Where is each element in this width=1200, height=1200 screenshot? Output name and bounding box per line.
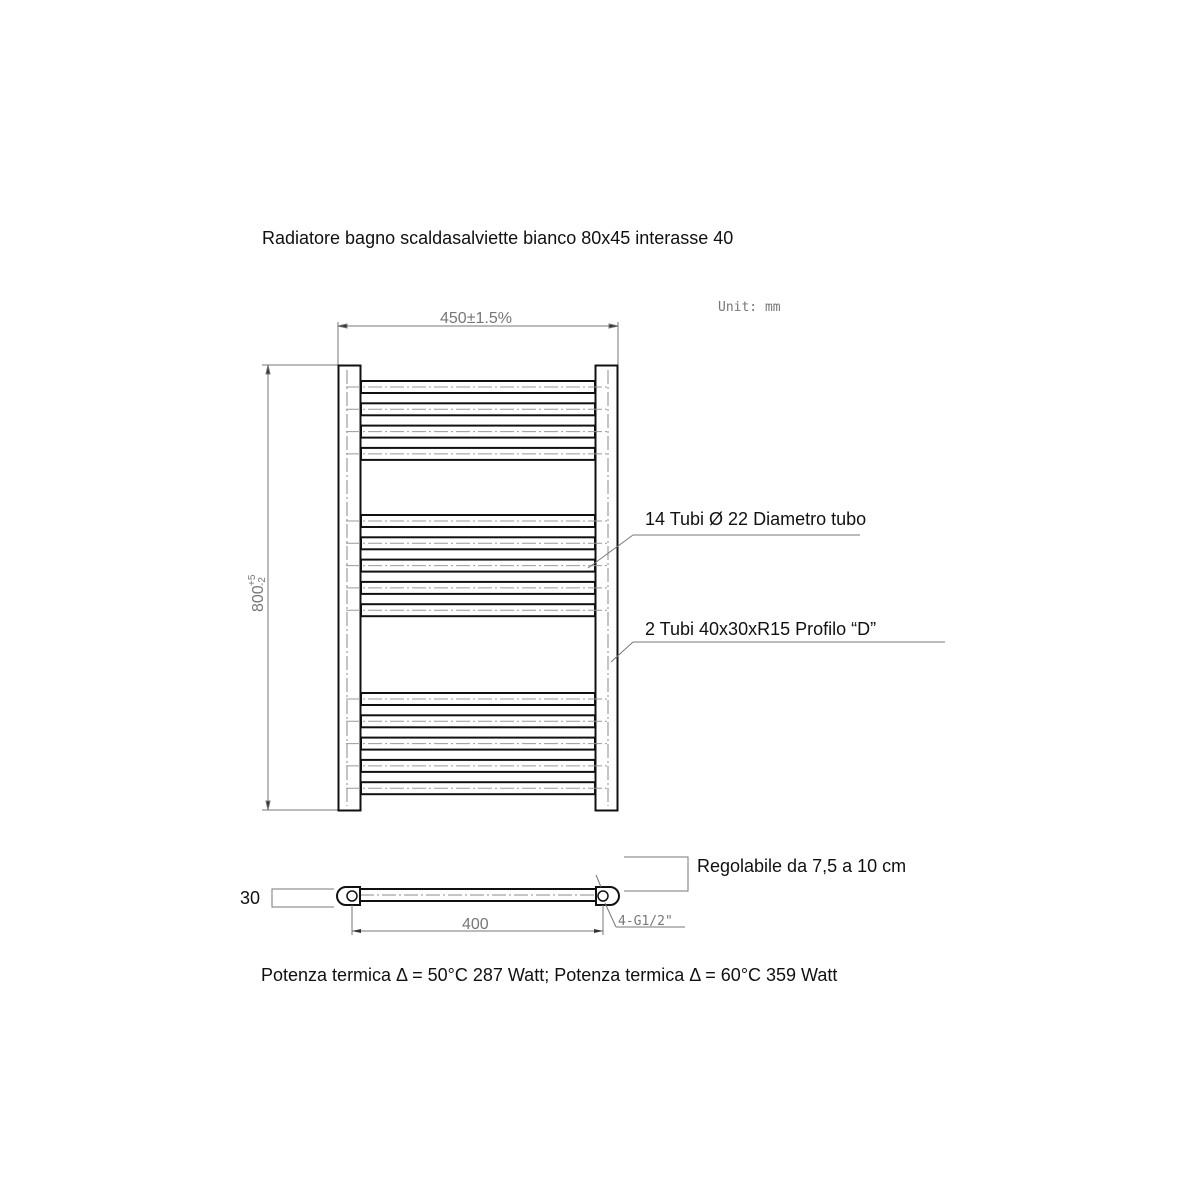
width-dimension bbox=[337, 322, 619, 365]
thermal-power: Potenza termica Δ = 50°C 287 Watt; Poten… bbox=[261, 965, 837, 985]
callout-lines bbox=[587, 534, 945, 663]
connection-label: 4-G1/2" bbox=[618, 914, 673, 929]
top-view bbox=[271, 856, 689, 935]
height-label: 800 bbox=[250, 585, 267, 612]
tubes-callout: 14 Tubi Ø 22 Diametro tubo bbox=[645, 509, 866, 529]
height-dimension bbox=[262, 364, 338, 811]
height-tol-plus: +5 bbox=[247, 574, 258, 586]
tubes bbox=[346, 380, 610, 796]
height-label-group: 800 +5 -2 bbox=[247, 574, 268, 612]
drawing-title: Radiatore bagno scaldasalviette bianco 8… bbox=[262, 228, 733, 248]
adjustable-callout: Regolabile da 7,5 a 10 cm bbox=[697, 856, 906, 876]
height-tol-minus: -2 bbox=[257, 577, 268, 586]
profile-callout: 2 Tubi 40x30xR15 Profilo “D” bbox=[645, 619, 876, 639]
interaxis-label: 400 bbox=[462, 916, 489, 933]
width-label: 450±1.5% bbox=[440, 310, 512, 327]
unit-label: Unit: mm bbox=[718, 300, 781, 315]
depth-label: 30 bbox=[240, 888, 260, 908]
